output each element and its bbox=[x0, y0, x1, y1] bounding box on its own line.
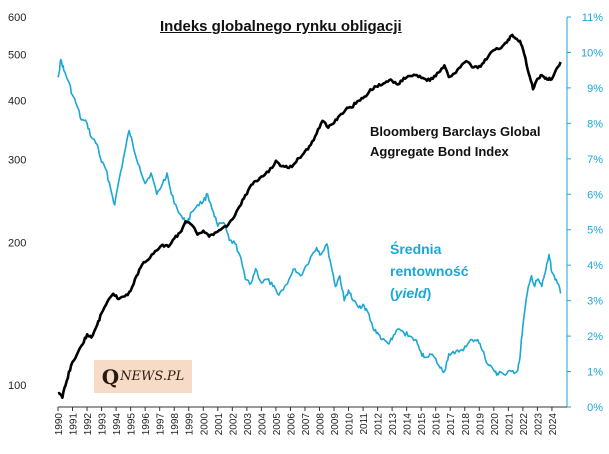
x-tick-label: 2015 bbox=[417, 413, 428, 436]
x-tick-label: 2020 bbox=[490, 413, 501, 436]
right-tick-label: 2% bbox=[587, 331, 603, 343]
x-tick-label: 2018 bbox=[461, 413, 472, 436]
x-tick-label: 1993 bbox=[98, 413, 109, 436]
right-tick-label: 10% bbox=[581, 47, 603, 59]
x-tick-label: 2012 bbox=[374, 413, 385, 436]
x-tick-label: 2016 bbox=[432, 413, 443, 436]
x-tick-label: 1998 bbox=[170, 413, 181, 436]
index-label-line2: Aggregate Bond Index bbox=[370, 144, 509, 159]
x-axis: 1990 1991 1992 1993 1994 1995 1996 1997 1998 1999… bbox=[54, 406, 567, 436]
x-tick-label: 2017 bbox=[446, 413, 457, 436]
yield-series-line bbox=[57, 58, 562, 376]
x-tick-label: 2009 bbox=[330, 413, 341, 436]
x-tick-label: 1997 bbox=[156, 413, 167, 436]
left-axis: 100 200 300 400 500 600 bbox=[8, 12, 26, 392]
yield-open-paren: ( bbox=[390, 285, 395, 301]
x-tick-label: 2014 bbox=[403, 413, 414, 436]
right-tick-label: 8% bbox=[587, 118, 603, 130]
x-tick-label: 2011 bbox=[359, 413, 370, 435]
x-tick-label: 1994 bbox=[112, 413, 123, 436]
chart-title: Indeks globalnego rynku obligacji bbox=[160, 18, 402, 35]
right-tick-label: 3% bbox=[587, 296, 603, 308]
x-tick-label: 2007 bbox=[301, 413, 312, 436]
right-tick-label: 7% bbox=[587, 154, 603, 166]
left-tick-label: 200 bbox=[8, 238, 26, 250]
yield-close-paren: ) bbox=[426, 285, 432, 301]
right-tick-label: 5% bbox=[587, 225, 603, 237]
right-tick-label: 6% bbox=[587, 189, 603, 201]
x-tick-label: 2000 bbox=[199, 413, 210, 436]
x-tick-label: 2024 bbox=[548, 413, 559, 436]
index-label-line1: Bloomberg Barclays Global bbox=[370, 124, 541, 139]
yield-label-line2: rentowność bbox=[390, 263, 469, 279]
right-tick-label: 0% bbox=[587, 402, 603, 414]
logo-initial: Q bbox=[101, 364, 120, 389]
x-tick-label: 2002 bbox=[228, 413, 239, 436]
x-tick-label: 2019 bbox=[475, 413, 486, 436]
x-tick-label: 1999 bbox=[185, 413, 196, 436]
left-tick-label: 300 bbox=[8, 154, 26, 166]
index-series-line bbox=[57, 33, 562, 400]
right-tick-label: 9% bbox=[587, 83, 603, 95]
right-tick-label: 11% bbox=[582, 12, 603, 24]
yield-label-line3: (yield) bbox=[390, 282, 469, 304]
left-tick-label: 600 bbox=[8, 12, 26, 24]
x-tick-label: 2006 bbox=[286, 413, 297, 436]
left-tick-label: 400 bbox=[8, 95, 26, 107]
yield-label-line1: Średnia bbox=[390, 241, 442, 257]
x-tick-label: 2010 bbox=[345, 413, 356, 436]
x-tick-label: 2004 bbox=[257, 413, 268, 436]
x-tick-label: 2005 bbox=[272, 413, 283, 436]
x-tick-label: 1992 bbox=[83, 413, 94, 436]
x-tick-label: 2021 bbox=[504, 413, 515, 436]
x-tick-label: 2003 bbox=[243, 413, 254, 436]
qnews-logo: Q NEWS.PL bbox=[94, 360, 192, 393]
left-tick-label: 500 bbox=[8, 49, 26, 61]
yield-italic-word: yield bbox=[394, 285, 427, 301]
yield-series-label: Średnia rentowność (yield) bbox=[390, 238, 469, 304]
x-tick-label: 1996 bbox=[141, 413, 152, 436]
index-series-label: Bloomberg Barclays Global Aggregate Bond… bbox=[370, 122, 541, 162]
x-tick-label: 1995 bbox=[127, 413, 138, 436]
logo-text: NEWS.PL bbox=[120, 369, 185, 384]
x-tick-label: 2013 bbox=[388, 413, 399, 436]
x-tick-label: 1991 bbox=[69, 413, 80, 436]
x-tick-label: 2008 bbox=[315, 413, 326, 436]
x-tick-label: 1990 bbox=[54, 413, 65, 436]
x-tick-label: 2001 bbox=[214, 413, 225, 436]
right-tick-label: 4% bbox=[587, 260, 603, 272]
left-tick-label: 100 bbox=[8, 380, 26, 392]
right-axis: 0% 1% 2% 3% 4% 5% 6% 7% 8% 9% 10% 11% bbox=[566, 12, 603, 414]
series-layer bbox=[57, 33, 562, 400]
x-tick-label: 2022 bbox=[519, 413, 530, 436]
x-tick-label: 2023 bbox=[533, 413, 544, 436]
right-tick-label: 1% bbox=[587, 367, 603, 379]
